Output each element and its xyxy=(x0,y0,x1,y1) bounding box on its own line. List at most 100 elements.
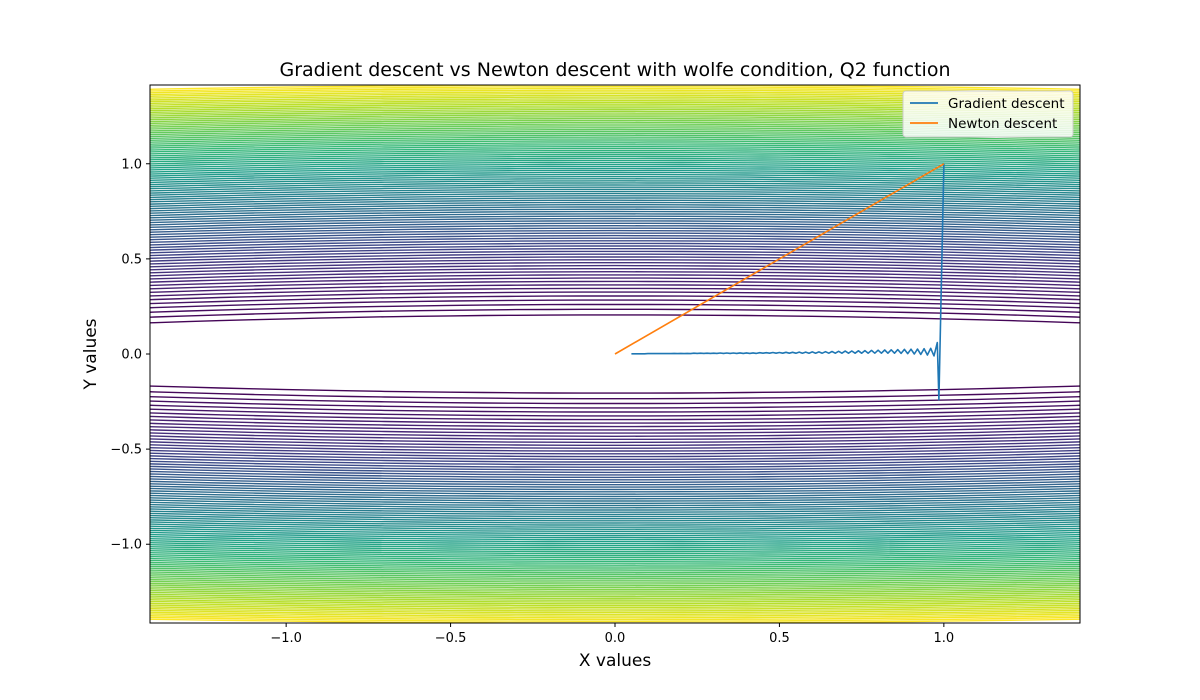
contour-line xyxy=(150,284,1080,294)
contour-line xyxy=(150,446,1080,455)
contour-line xyxy=(150,485,1080,493)
contour-line xyxy=(150,314,1080,324)
contour-line xyxy=(150,412,1080,421)
contour-line xyxy=(150,404,1080,413)
contour-line xyxy=(150,555,1080,562)
contour-line xyxy=(150,455,1080,463)
contour-line xyxy=(150,452,1080,460)
contour-line xyxy=(150,277,1080,287)
contour-line xyxy=(150,85,1080,92)
contour-line xyxy=(150,157,1080,165)
contour-line xyxy=(150,199,1080,208)
contour-line xyxy=(150,531,1080,539)
series-layer xyxy=(614,163,945,401)
contour-line xyxy=(150,242,1080,251)
contour-line xyxy=(150,465,1080,474)
contour-line xyxy=(150,593,1080,600)
contour-line xyxy=(150,559,1080,566)
contour-line xyxy=(150,140,1080,147)
contour-line xyxy=(150,247,1080,257)
contour-line xyxy=(150,136,1080,143)
contour-line xyxy=(150,611,1080,617)
contour-line xyxy=(150,250,1080,260)
contour-line xyxy=(150,385,1080,394)
contour-line xyxy=(150,444,1080,452)
contour-line xyxy=(150,441,1080,449)
contour-line xyxy=(150,557,1080,564)
series-line-gradient-descent xyxy=(631,163,945,401)
contour-line xyxy=(150,271,1080,280)
contour-line xyxy=(150,514,1080,522)
y-tick-label: −0.5 xyxy=(110,443,142,458)
contour-line xyxy=(150,134,1080,142)
contour-line xyxy=(150,473,1080,481)
contour-line xyxy=(150,395,1080,405)
contour-line xyxy=(150,232,1080,241)
contour-line xyxy=(150,468,1080,476)
contour-line xyxy=(150,295,1080,305)
contour-line xyxy=(150,220,1080,229)
contour-line xyxy=(150,548,1080,555)
contour-line xyxy=(150,492,1080,500)
contour-line xyxy=(150,613,1080,619)
contour-line xyxy=(150,256,1080,265)
contour-line xyxy=(150,600,1080,607)
contour-line xyxy=(150,512,1080,520)
x-tick-label: 1.0 xyxy=(934,631,955,646)
contour-line xyxy=(150,487,1080,495)
contour-line xyxy=(150,480,1080,488)
contour-line xyxy=(150,517,1080,524)
y-axis-label: Y values xyxy=(81,318,101,390)
contour-line xyxy=(150,483,1080,491)
contour-line xyxy=(150,503,1080,511)
chart-title: Gradient descent vs Newton descent with … xyxy=(280,59,951,81)
contour-line xyxy=(150,506,1080,513)
contour-line xyxy=(150,153,1080,161)
contour-line xyxy=(150,237,1080,246)
contour-line xyxy=(150,142,1080,149)
contour-line xyxy=(150,460,1080,468)
contour-line xyxy=(150,561,1080,568)
axis-ticks: −1.0 −0.5 0.0 0.5 1.0 −1.0 −0.5 0.0 0.5 1.0 xyxy=(110,157,954,646)
contour-line xyxy=(150,155,1080,163)
contour-line xyxy=(150,210,1080,219)
contour-line xyxy=(150,419,1080,428)
contour-line xyxy=(150,240,1080,249)
contour-line xyxy=(150,604,1080,610)
x-axis-label: X values xyxy=(579,651,651,671)
contour-line xyxy=(150,571,1080,578)
contour-line xyxy=(150,584,1080,591)
contour-line xyxy=(150,580,1080,587)
contour-line xyxy=(150,525,1080,532)
contour-line xyxy=(150,206,1080,214)
contour-line xyxy=(150,432,1080,440)
contour-line xyxy=(150,554,1080,561)
legend-label: Gradient descent xyxy=(948,96,1065,112)
contour-line xyxy=(150,618,1080,623)
contour-line xyxy=(150,597,1080,603)
contour-line xyxy=(150,287,1080,297)
contour-line xyxy=(150,291,1080,301)
contour-line xyxy=(150,213,1080,221)
contour-line xyxy=(150,470,1080,479)
contour-line xyxy=(150,425,1080,434)
contour-line xyxy=(150,577,1080,583)
contour-line xyxy=(150,527,1080,535)
x-tick-label: 0.0 xyxy=(605,631,626,646)
contour-line xyxy=(150,569,1080,576)
contour-line xyxy=(150,299,1080,309)
contour-line xyxy=(150,245,1080,254)
contour-line xyxy=(150,264,1080,274)
contour-line xyxy=(150,274,1080,283)
contour-line xyxy=(150,303,1080,313)
contour-line xyxy=(150,262,1080,271)
contour-line xyxy=(150,422,1080,431)
contour-line xyxy=(150,438,1080,446)
contour-line xyxy=(150,575,1080,581)
contour-line xyxy=(150,215,1080,224)
legend-label: Newton descent xyxy=(948,116,1057,132)
contour-line xyxy=(150,508,1080,516)
legend-box xyxy=(902,90,1074,138)
contour-line xyxy=(150,85,1080,90)
